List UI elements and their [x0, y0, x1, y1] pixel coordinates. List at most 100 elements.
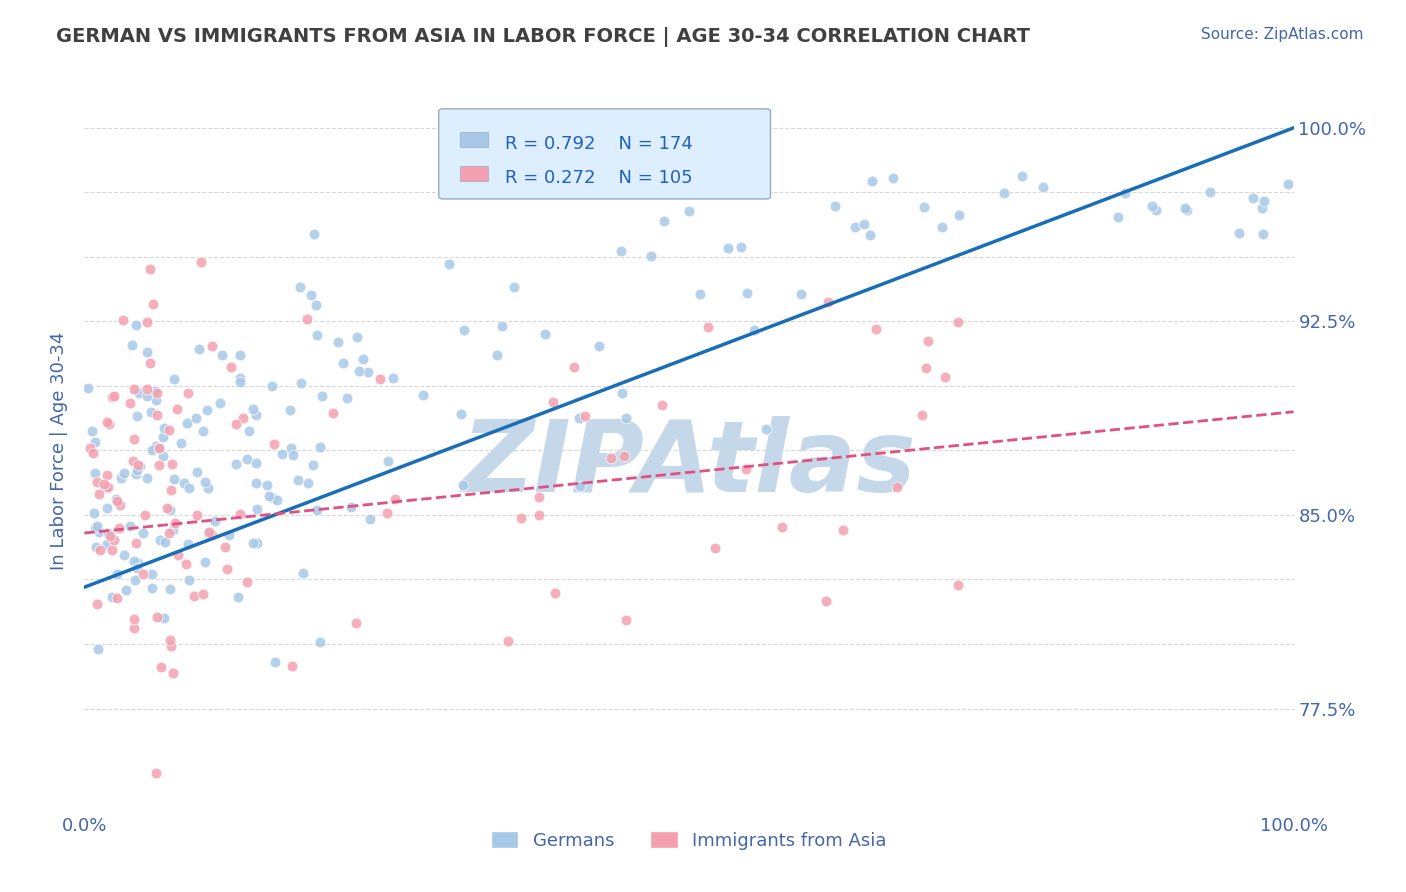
Point [865, 322, 887, 336]
Point [450, 407, 472, 421]
Point [132, 566, 155, 581]
Point [166, 402, 188, 417]
Point [82, 446, 104, 460]
Point [141, 581, 163, 595]
Point [201, 528, 224, 542]
Point [145, 439, 167, 453]
Point [143, 384, 166, 398]
Point [77, 381, 100, 395]
Point [176, 416, 198, 430]
Point [173, 476, 195, 491]
Point [235, 451, 257, 466]
Text: Source: ZipAtlas.com: Source: ZipAtlas.com [1201, 27, 1364, 42]
Point [211, 348, 233, 362]
Point [735, 462, 758, 476]
Point [97, 480, 120, 494]
Point [844, 219, 866, 234]
Point [84, 467, 107, 481]
Point [588, 339, 610, 353]
Point [1107, 210, 1129, 224]
Point [152, 421, 174, 435]
Point [218, 527, 240, 541]
Point [717, 241, 740, 255]
Point [917, 334, 939, 348]
Point [600, 450, 623, 465]
Point [831, 523, 853, 537]
Point [127, 556, 149, 570]
Point [229, 376, 252, 390]
Point [309, 440, 332, 454]
Point [145, 408, 167, 422]
Point [613, 450, 636, 464]
Point [824, 199, 846, 213]
Point [305, 327, 328, 342]
Point [344, 615, 367, 630]
Point [167, 549, 190, 563]
Point [162, 523, 184, 537]
Point [214, 540, 236, 554]
Point [790, 287, 813, 301]
Point [122, 621, 145, 635]
Point [610, 244, 633, 258]
Point [305, 298, 328, 312]
Point [177, 537, 200, 551]
Point [309, 635, 332, 649]
Point [280, 441, 302, 455]
Point [160, 457, 183, 471]
Point [263, 655, 285, 669]
Point [696, 320, 718, 334]
Point [101, 391, 124, 405]
Point [122, 554, 145, 568]
Point [1114, 186, 1136, 201]
Point [562, 359, 585, 374]
Point [195, 403, 218, 417]
Point [322, 406, 344, 420]
Point [138, 356, 160, 370]
Point [122, 612, 145, 626]
Point [153, 611, 176, 625]
Point [533, 327, 555, 342]
Point [87, 524, 110, 539]
Point [946, 315, 969, 329]
Point [689, 287, 711, 301]
Point [145, 766, 167, 780]
Point [229, 347, 252, 361]
Point [105, 591, 128, 606]
Point [882, 171, 904, 186]
Point [114, 583, 136, 598]
Point [1032, 180, 1054, 194]
Point [152, 449, 174, 463]
Text: ZIPAtlas: ZIPAtlas [461, 417, 917, 514]
Point [194, 555, 217, 569]
Point [232, 410, 254, 425]
Point [139, 261, 162, 276]
Point [1241, 191, 1264, 205]
Point [541, 395, 564, 409]
Point [101, 591, 124, 605]
Point [503, 280, 526, 294]
Point [1251, 201, 1274, 215]
Point [105, 567, 128, 582]
Point [288, 280, 311, 294]
Point [914, 200, 936, 214]
Point [814, 593, 837, 607]
Point [544, 586, 567, 600]
Point [307, 503, 329, 517]
Point [125, 535, 148, 549]
Point [262, 378, 284, 392]
Point [652, 213, 675, 227]
Point [128, 385, 150, 400]
Point [121, 338, 143, 352]
Text: GERMAN VS IMMIGRANTS FROM ASIA IN LABOR FORCE | AGE 30-34 CORRELATION CHART: GERMAN VS IMMIGRANTS FROM ASIA IN LABOR … [56, 27, 1031, 46]
Point [384, 492, 406, 507]
Point [246, 536, 269, 550]
Point [112, 467, 135, 481]
Point [860, 173, 883, 187]
Point [83, 521, 105, 535]
Point [94, 482, 117, 496]
Point [651, 398, 673, 412]
Point [226, 591, 249, 605]
Point [568, 410, 591, 425]
Point [496, 634, 519, 648]
Y-axis label: In Labor Force | Age 30-34: In Labor Force | Age 30-34 [49, 331, 67, 570]
